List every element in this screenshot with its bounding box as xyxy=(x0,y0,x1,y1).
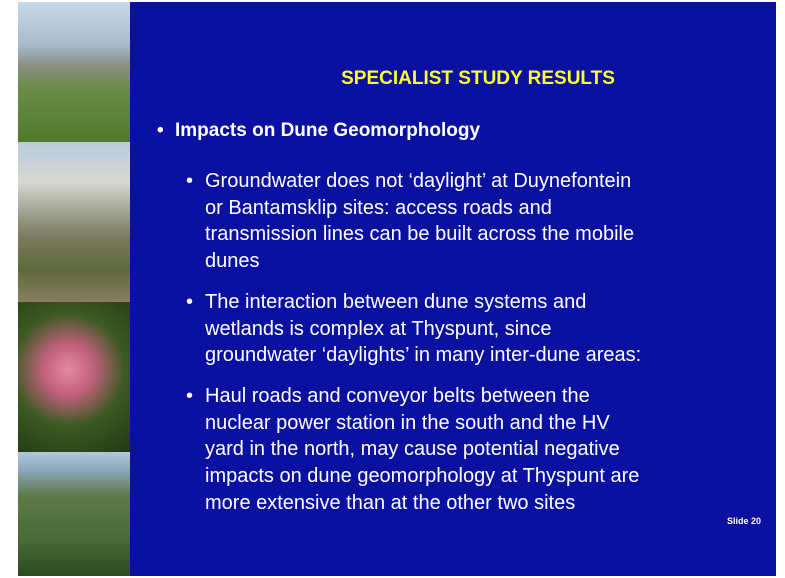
bullet-line: nuclear power station in the south and t… xyxy=(205,411,610,434)
bullet-dot: • xyxy=(186,291,194,313)
bullet-line: The interaction between dune systems and xyxy=(205,291,587,313)
bullet-line: more extensive than at the other two sit… xyxy=(205,491,576,514)
bullet-line: yard in the north, may cause potential n… xyxy=(205,438,620,461)
slide-title: SPECIALIST STUDY RESULTS xyxy=(341,68,615,89)
bullet-dot: • xyxy=(186,170,194,192)
bullet-line: impacts on dune geomorphology at Thyspun… xyxy=(205,465,640,488)
flower-photo xyxy=(18,302,130,452)
bullet-line: or Bantamsklip sites: access roads and xyxy=(205,196,552,219)
heading: Impacts on Dune Geomorphology xyxy=(157,120,480,142)
bullet-line: dunes xyxy=(205,250,260,273)
bullet-line: groundwater ‘daylights’ in many inter-du… xyxy=(205,344,642,367)
bullet-line: Groundwater does not ‘daylight’ at Duyne… xyxy=(205,170,632,192)
power-station-photo xyxy=(18,142,130,302)
bullet-line: transmission lines can be built across t… xyxy=(205,223,635,246)
bullet-line: wetlands is complex at Thyspunt, since xyxy=(205,317,552,340)
slide: SPECIALIST STUDY RESULTS Impacts on Dune… xyxy=(18,2,776,576)
coast-photo xyxy=(18,452,130,576)
slide-number: Slide 20 xyxy=(727,516,762,526)
beach-photo xyxy=(18,2,130,142)
bullet-line: Haul roads and conveyor belts between th… xyxy=(205,385,590,407)
bullet-dot: • xyxy=(186,385,194,407)
